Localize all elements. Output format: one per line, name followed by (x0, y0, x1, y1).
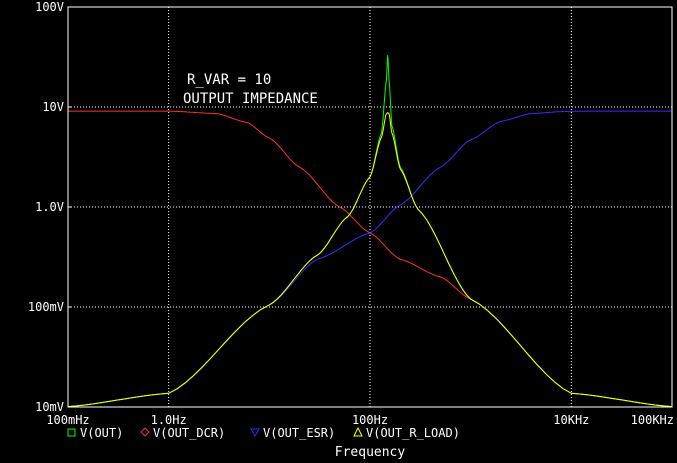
y-tick-label: 100mV (28, 300, 64, 314)
y-tick-label: 10V (42, 100, 64, 114)
x-tick-label: 100mHz (46, 413, 89, 427)
x-tick-label: 10KHz (553, 413, 589, 427)
series-line-v-out-r-load (67, 112, 673, 408)
legend-marker-triangle-up (353, 426, 363, 437)
y-tick-label: 100V (35, 0, 64, 14)
series-line-v-out (67, 55, 673, 408)
legend-marker-diamond (140, 427, 150, 437)
legend-label: V(OUT_ESR) (263, 426, 335, 440)
legend-marker-triangle-down (250, 428, 260, 438)
y-tick-label: 10mV (35, 400, 64, 414)
grid-layer (67, 6, 673, 408)
x-axis-label: Frequency (335, 445, 406, 459)
legend-label: V(OUT_DCR) (153, 426, 225, 440)
y-tick-label: 1.0V (35, 200, 64, 214)
series-line-v-out-dcr (68, 110, 673, 408)
legend-label: V(OUT) (80, 426, 123, 440)
x-tick-label: 100KHz (631, 413, 674, 427)
legend: V(OUT) V(OUT_DCR) V(OUT_ESR) V(OUT_R_LOAD) (67, 426, 460, 440)
legend-label: V(OUT_R_LOAD) (366, 426, 460, 440)
annotation-r-var: R_VAR = 10 (187, 72, 271, 88)
x-tick-label: 100Hz (352, 413, 388, 427)
annotation-output-impedance: OUTPUT IMPEDANCE (183, 91, 318, 107)
x-tick-labels: 100mHz 1.0Hz 100Hz 10KHz 100KHz (46, 413, 674, 427)
y-tick-labels: 10mV 100mV 1.0V 10V 100V (28, 0, 72, 414)
legend-marker-square (67, 428, 76, 437)
x-tick-label: 1.0Hz (151, 413, 187, 427)
series-layer (67, 55, 673, 408)
series-line-v-out-esr (67, 110, 672, 408)
